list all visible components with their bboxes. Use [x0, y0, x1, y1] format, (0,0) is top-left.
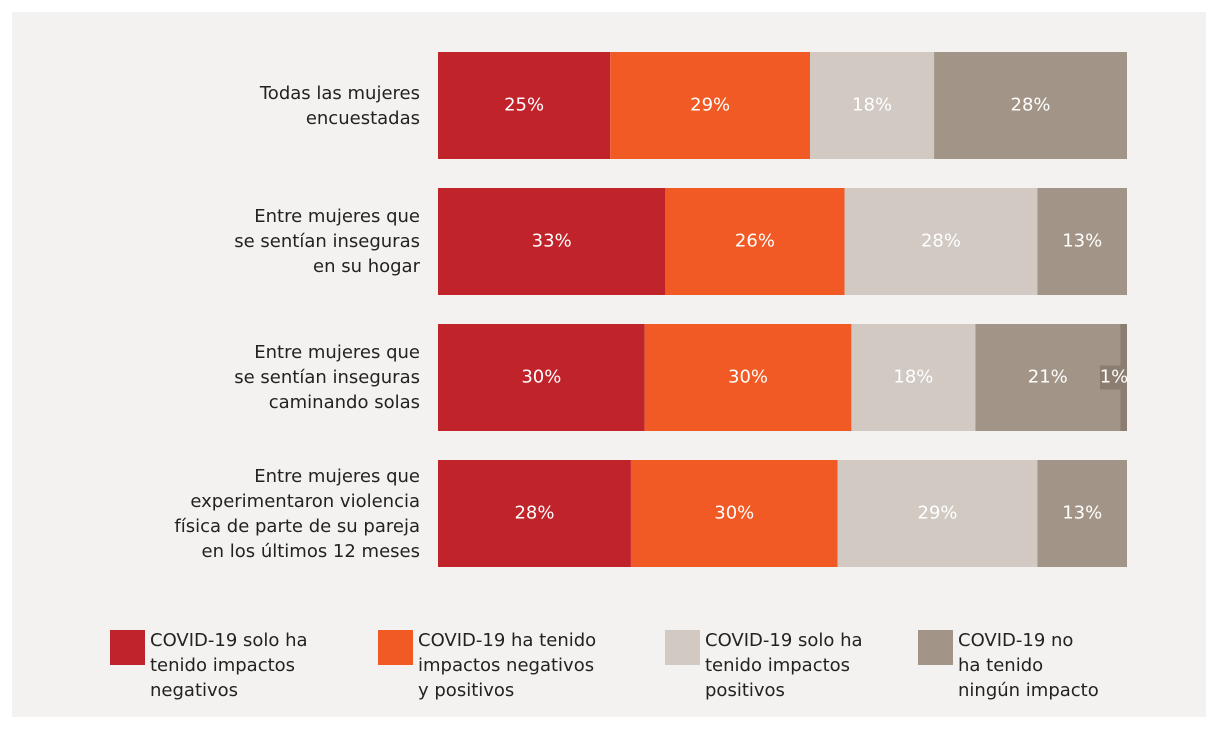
value-label: 30% [521, 367, 561, 388]
legend-label: COVID-19 no ha tenido ningún impacto [958, 630, 1099, 701]
value-label: 30% [714, 503, 754, 524]
bar-segment [851, 324, 976, 431]
category-label: Entre mujeres que experimentaron violenc… [174, 465, 420, 562]
value-label: 30% [728, 367, 768, 388]
legend-swatch [918, 630, 953, 665]
value-label: 25% [504, 95, 544, 116]
value-label: 26% [735, 231, 775, 252]
bar-segment [438, 52, 611, 159]
legend-swatch [378, 630, 413, 665]
value-label: 18% [893, 367, 933, 388]
value-label: 28% [1011, 95, 1051, 116]
value-label: 28% [514, 503, 554, 524]
category-label: Entre mujeres que se sentían inseguras e… [234, 206, 420, 277]
legend-swatch [665, 630, 700, 665]
legend-label: COVID-19 ha tenido impactos negativos y … [418, 630, 597, 701]
value-label-bg [1100, 365, 1127, 390]
bar-segment [644, 324, 852, 431]
bar-segment [610, 52, 811, 159]
value-label: 1% [1100, 367, 1129, 388]
bar-segment [837, 460, 1038, 567]
bar-segment [810, 52, 935, 159]
bar-segment [665, 188, 845, 295]
bar-segment [1037, 188, 1127, 295]
legend-label: COVID-19 solo ha tenido impactos positiv… [705, 630, 863, 701]
bar-segment [438, 460, 631, 567]
bar-segment [975, 324, 1121, 431]
category-label: Entre mujeres que se sentían inseguras c… [234, 342, 420, 413]
value-label: 33% [532, 231, 572, 252]
value-label: 21% [1028, 367, 1068, 388]
category-label: Todas las mujeres encuestadas [259, 82, 420, 129]
legend-label: COVID-19 solo ha tenido impactos negativ… [150, 630, 308, 701]
bar-segment [1037, 460, 1127, 567]
bar-segment [844, 188, 1038, 295]
value-label: 28% [921, 231, 961, 252]
bar-segment [630, 460, 838, 567]
value-label: 29% [918, 503, 958, 524]
bar-segment [934, 52, 1127, 159]
value-label: 18% [852, 95, 892, 116]
bar-segment [438, 188, 666, 295]
bar-segment [438, 324, 645, 431]
value-label: 13% [1062, 231, 1102, 252]
legend-swatch [110, 630, 145, 665]
value-label: 13% [1062, 503, 1102, 524]
value-label: 29% [690, 95, 730, 116]
